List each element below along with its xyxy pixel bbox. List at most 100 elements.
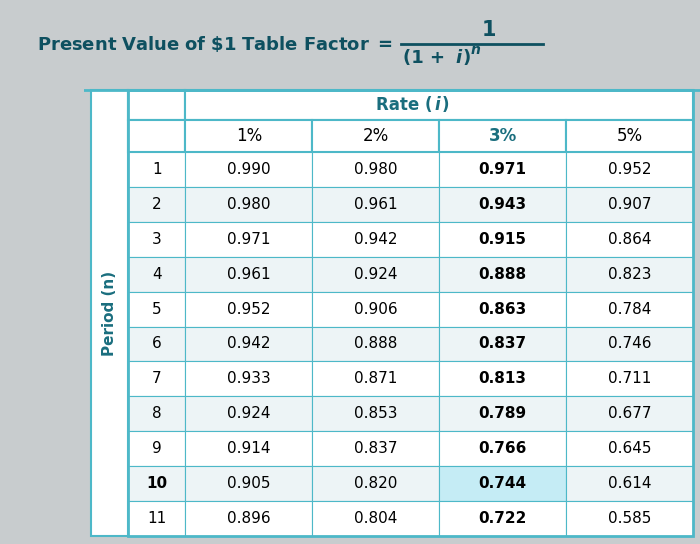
Text: 0.744: 0.744 bbox=[479, 476, 526, 491]
Text: 0.942: 0.942 bbox=[227, 337, 271, 351]
Bar bbox=[566, 222, 693, 257]
Bar bbox=[91, 90, 128, 536]
Bar bbox=[439, 501, 566, 536]
Bar bbox=[128, 466, 186, 501]
Text: 7: 7 bbox=[152, 372, 162, 386]
Text: 0.677: 0.677 bbox=[608, 406, 651, 421]
Text: 0.804: 0.804 bbox=[354, 511, 398, 526]
Text: 0.784: 0.784 bbox=[608, 301, 651, 317]
Text: Rate (: Rate ( bbox=[376, 96, 432, 114]
Bar bbox=[186, 222, 312, 257]
Bar bbox=[439, 292, 566, 326]
Text: 0.915: 0.915 bbox=[479, 232, 526, 247]
Bar bbox=[312, 361, 439, 397]
Bar bbox=[186, 501, 312, 536]
Text: 0.942: 0.942 bbox=[354, 232, 398, 247]
Text: 0.952: 0.952 bbox=[608, 162, 651, 177]
Bar bbox=[128, 187, 186, 222]
Bar bbox=[186, 397, 312, 431]
Text: 0.722: 0.722 bbox=[478, 511, 527, 526]
Bar bbox=[312, 431, 439, 466]
Bar bbox=[312, 397, 439, 431]
Text: 0.888: 0.888 bbox=[479, 267, 526, 282]
Bar bbox=[186, 466, 312, 501]
Text: Period (n): Period (n) bbox=[102, 270, 117, 356]
Bar bbox=[128, 501, 186, 536]
Text: i: i bbox=[456, 49, 461, 67]
Text: 0.614: 0.614 bbox=[608, 476, 651, 491]
Text: 0.888: 0.888 bbox=[354, 337, 398, 351]
Text: 0.837: 0.837 bbox=[479, 337, 526, 351]
Text: 0.820: 0.820 bbox=[354, 476, 398, 491]
Bar bbox=[566, 466, 693, 501]
Text: (1 +: (1 + bbox=[402, 49, 451, 67]
Bar bbox=[186, 431, 312, 466]
Bar bbox=[439, 326, 566, 361]
Bar bbox=[186, 120, 312, 152]
Text: n: n bbox=[470, 43, 480, 57]
Text: ): ) bbox=[463, 49, 470, 67]
Text: ): ) bbox=[442, 96, 449, 114]
Text: 3%: 3% bbox=[489, 127, 517, 145]
Bar bbox=[186, 152, 312, 187]
Text: 5%: 5% bbox=[617, 127, 643, 145]
Text: 0.711: 0.711 bbox=[608, 372, 651, 386]
Bar bbox=[439, 431, 566, 466]
Bar bbox=[128, 431, 186, 466]
Bar bbox=[186, 326, 312, 361]
Text: 0.906: 0.906 bbox=[354, 301, 398, 317]
Bar bbox=[128, 397, 186, 431]
Text: 0.789: 0.789 bbox=[479, 406, 526, 421]
Bar bbox=[439, 152, 566, 187]
Bar bbox=[128, 90, 186, 120]
Text: 0.943: 0.943 bbox=[479, 197, 526, 212]
Text: 2%: 2% bbox=[363, 127, 389, 145]
Text: 0.952: 0.952 bbox=[227, 301, 271, 317]
Text: 0.971: 0.971 bbox=[227, 232, 271, 247]
Text: 0.924: 0.924 bbox=[227, 406, 271, 421]
Bar bbox=[84, 0, 700, 88]
Text: 0.766: 0.766 bbox=[478, 441, 527, 456]
Text: 9: 9 bbox=[152, 441, 162, 456]
Text: 0.853: 0.853 bbox=[354, 406, 398, 421]
Bar bbox=[439, 361, 566, 397]
Bar bbox=[566, 152, 693, 187]
Text: 0.907: 0.907 bbox=[608, 197, 651, 212]
Text: 0.961: 0.961 bbox=[354, 197, 398, 212]
Text: 0.896: 0.896 bbox=[227, 511, 271, 526]
Bar bbox=[128, 257, 186, 292]
Text: 5: 5 bbox=[152, 301, 162, 317]
Bar bbox=[128, 326, 186, 361]
Text: 0.837: 0.837 bbox=[354, 441, 398, 456]
Bar bbox=[312, 292, 439, 326]
Text: $\bf{Present\ Value\ of\ \$1\ Table\ Factor\ =\ }$: $\bf{Present\ Value\ of\ \$1\ Table\ Fac… bbox=[36, 34, 392, 54]
Text: 0.914: 0.914 bbox=[227, 441, 271, 456]
Bar bbox=[186, 90, 693, 120]
Bar bbox=[439, 120, 566, 152]
Text: 0.645: 0.645 bbox=[608, 441, 651, 456]
Text: 3: 3 bbox=[152, 232, 162, 247]
Text: 6: 6 bbox=[152, 337, 162, 351]
Text: 0.813: 0.813 bbox=[479, 372, 526, 386]
Text: 0.961: 0.961 bbox=[227, 267, 271, 282]
Bar bbox=[312, 222, 439, 257]
Bar bbox=[439, 397, 566, 431]
Bar bbox=[128, 222, 186, 257]
Text: 0.871: 0.871 bbox=[354, 372, 398, 386]
Bar bbox=[312, 466, 439, 501]
Text: 4: 4 bbox=[152, 267, 162, 282]
Text: 1%: 1% bbox=[236, 127, 262, 145]
Text: 0.933: 0.933 bbox=[227, 372, 271, 386]
Bar bbox=[566, 431, 693, 466]
Text: 0.924: 0.924 bbox=[354, 267, 398, 282]
Bar bbox=[312, 152, 439, 187]
Bar bbox=[566, 120, 693, 152]
Text: 0.823: 0.823 bbox=[608, 267, 651, 282]
Text: 0.863: 0.863 bbox=[479, 301, 526, 317]
Bar bbox=[186, 361, 312, 397]
Text: 1: 1 bbox=[482, 20, 496, 40]
Text: 0.864: 0.864 bbox=[608, 232, 651, 247]
Bar bbox=[566, 361, 693, 397]
Bar bbox=[439, 187, 566, 222]
Bar bbox=[566, 292, 693, 326]
